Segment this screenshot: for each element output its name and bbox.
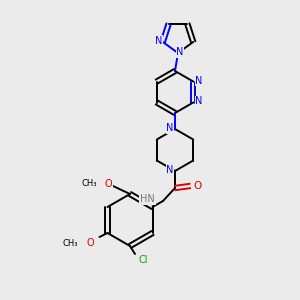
Text: O: O — [87, 238, 94, 248]
Text: N: N — [176, 47, 184, 57]
Text: O: O — [104, 179, 112, 189]
Text: HN: HN — [140, 194, 155, 204]
Text: N: N — [196, 76, 203, 85]
Text: N: N — [196, 97, 203, 106]
Text: Cl: Cl — [138, 255, 148, 265]
Text: N: N — [166, 165, 174, 175]
Text: O: O — [193, 181, 201, 191]
Text: CH₃: CH₃ — [63, 239, 79, 248]
Text: N: N — [155, 36, 163, 46]
Text: CH₃: CH₃ — [82, 179, 97, 188]
Text: N: N — [166, 123, 174, 133]
